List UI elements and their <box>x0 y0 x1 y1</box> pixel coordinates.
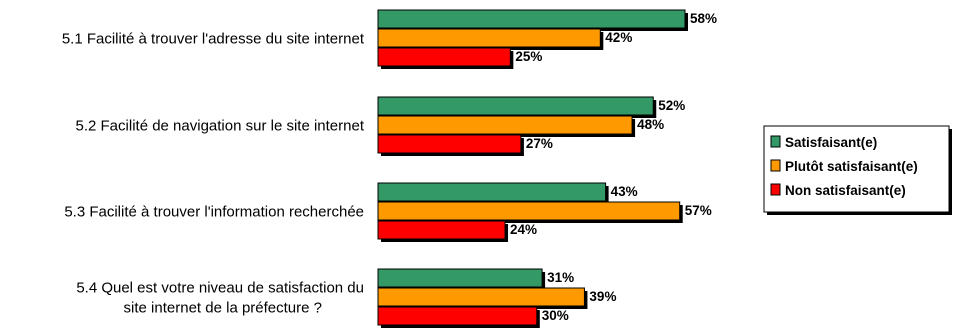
bar <box>377 201 681 221</box>
legend-label: Non satisfaisant(e) <box>785 183 906 198</box>
bar <box>377 182 607 202</box>
data-label: 57% <box>685 203 712 218</box>
legend: Satisfaisant(e) Plutôt satisfaisant(e) Non… <box>763 125 952 215</box>
bar <box>377 9 686 29</box>
legend-swatch <box>770 159 781 172</box>
legend-box <box>763 125 950 213</box>
bar <box>377 96 654 116</box>
bar <box>377 134 522 154</box>
data-label: 43% <box>611 184 638 199</box>
bar <box>377 268 543 288</box>
category-label: 5.2 Facilité de navigation sur le site i… <box>76 118 365 135</box>
data-label: 58% <box>690 11 717 26</box>
legend-swatch <box>770 183 781 196</box>
bar <box>377 115 633 135</box>
bar <box>377 287 585 307</box>
data-label: 31% <box>547 270 574 285</box>
data-label: 52% <box>658 98 685 113</box>
data-label: 39% <box>589 289 616 304</box>
data-label: 25% <box>515 49 542 64</box>
bar <box>377 28 601 48</box>
category-label-line: site internet de la préfecture ? <box>124 300 322 317</box>
legend-label: Plutôt satisfaisant(e) <box>785 159 918 174</box>
legend-label: Satisfaisant(e) <box>785 135 877 150</box>
category-label: 5.4 Quel est votre niveau de satisfactio… <box>76 280 364 317</box>
data-label: 42% <box>605 30 632 45</box>
bar <box>377 306 538 326</box>
category-label-line: 5.2 Facilité de navigation sur le site i… <box>76 118 365 135</box>
category-label: 5.1 Facilité à trouver l'adresse du site… <box>62 31 365 48</box>
data-label: 48% <box>637 117 664 132</box>
data-label: 30% <box>542 308 569 323</box>
data-label: 27% <box>526 136 553 151</box>
category-label: 5.3 Facilité à trouver l'information rec… <box>64 204 364 221</box>
labels-layer: 5.1 Facilité à trouver l'adresse du site… <box>62 11 717 323</box>
bar <box>377 220 506 240</box>
category-label-line: 5.4 Quel est votre niveau de satisfactio… <box>76 280 364 297</box>
legend-swatch <box>770 135 781 148</box>
category-label-line: 5.3 Facilité à trouver l'information rec… <box>64 204 364 221</box>
bar <box>377 47 511 67</box>
bars-layer <box>377 9 688 328</box>
data-label: 24% <box>510 222 537 237</box>
category-label-line: 5.1 Facilité à trouver l'adresse du site… <box>62 31 365 48</box>
